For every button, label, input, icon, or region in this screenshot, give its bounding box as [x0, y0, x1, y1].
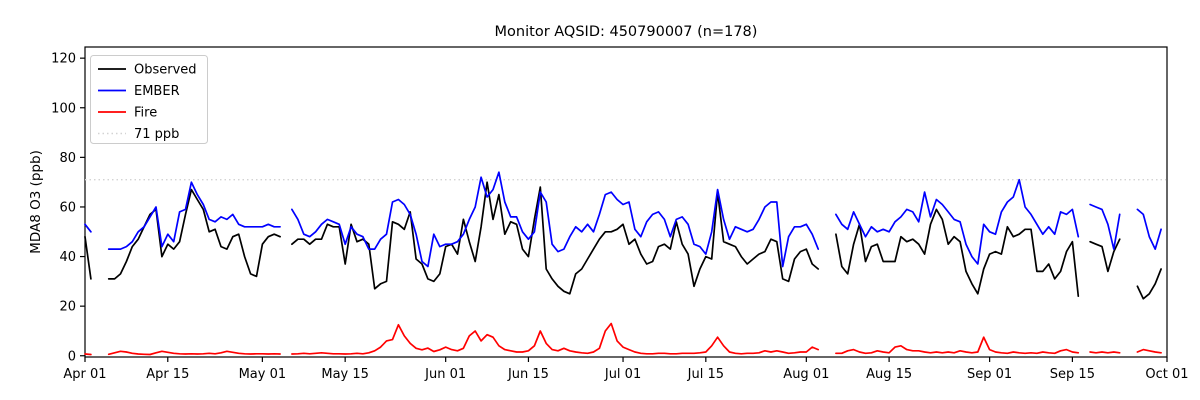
legend-label-fire: Fire: [134, 106, 157, 121]
y-tick-label: 0: [68, 349, 76, 364]
series-line-observed: [84, 181, 1162, 300]
legend-label-threshold: 71 ppb: [134, 127, 179, 142]
x-tick-label: Jun 01: [424, 367, 466, 382]
chart-title: Monitor AQSID: 450790007 (n=178): [495, 24, 758, 40]
y-tick-label: 20: [59, 300, 76, 315]
x-tick-label: Jun 15: [507, 367, 549, 382]
plot-area: [84, 46, 1168, 358]
x-tick-label: Sep 15: [1050, 367, 1095, 382]
y-axis-label: MDA8 O3 (ppb): [28, 150, 44, 254]
x-axis-ticks: Apr 01 Apr 15 May 01 May 15 Jun 01 Jun 15 Jul …: [63, 357, 1189, 382]
legend-label-observed: Observed: [134, 63, 197, 78]
legend-box: [90, 55, 208, 144]
y-tick-label: 120: [51, 52, 76, 67]
y-tick-label: 40: [59, 250, 76, 265]
y-tick-label: 100: [51, 101, 76, 116]
y-tick-label: 80: [59, 151, 76, 166]
x-tick-label: Jul 15: [687, 367, 724, 382]
series-line-fire: [84, 322, 1162, 356]
series-line-ember: [84, 171, 1162, 268]
x-tick-label: May 01: [239, 367, 287, 382]
x-tick-label: Apr 01: [63, 367, 106, 382]
legend-label-ember: EMBER: [134, 84, 180, 99]
y-axis-ticks: 0 20 40 60 80 100 120: [51, 52, 85, 364]
x-tick-label: May 15: [321, 367, 369, 382]
x-tick-label: Jul 01: [604, 367, 641, 382]
legend: Observed EMBER Fire 71 ppb: [90, 55, 208, 144]
y-tick-label: 60: [59, 200, 76, 215]
x-tick-label: Apr 15: [146, 367, 189, 382]
x-tick-label: Oct 01: [1145, 367, 1188, 382]
x-tick-label: Aug 01: [783, 367, 829, 382]
x-tick-label: Sep 01: [967, 367, 1012, 382]
x-tick-label: Aug 15: [866, 367, 912, 382]
series-lines-group: [84, 171, 1162, 356]
